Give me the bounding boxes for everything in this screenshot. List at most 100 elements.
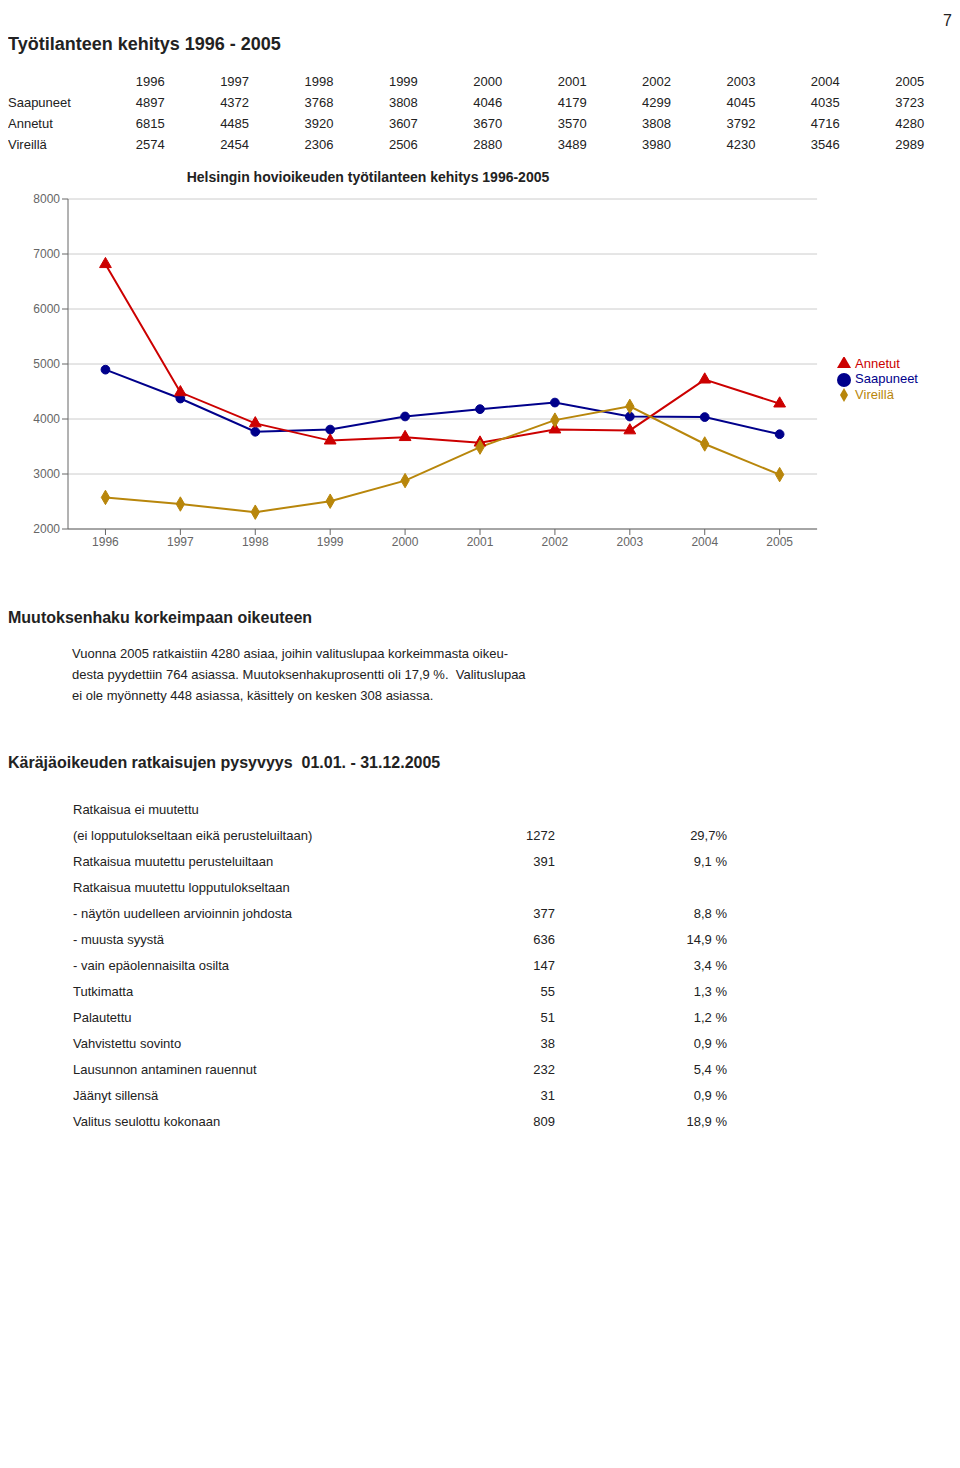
svg-text:2005: 2005: [766, 535, 793, 549]
svg-text:2004: 2004: [691, 535, 718, 549]
html-text:1998: 1998: [304, 74, 334, 89]
svg-text:7000: 7000: [33, 247, 60, 261]
html-text:18,9 %: 18,9 %: [686, 1113, 727, 1129]
html-text:4179: 4179: [557, 95, 587, 110]
html-text:Jäänyt sillensä: Jäänyt sillensä: [73, 1087, 159, 1103]
html-text:Vireillä: Vireillä: [8, 137, 47, 152]
html-text:- näytön uudelleen arvioinnin: - näytön uudelleen arvioinnin johdosta: [73, 905, 292, 921]
html-text:4046: 4046: [473, 95, 503, 110]
html-text:4045: 4045: [726, 95, 756, 110]
html-text:2005: 2005: [895, 74, 925, 89]
html-text:3489: 3489: [557, 137, 587, 152]
html-text:(ei lopputulokseltaan eikä per: (ei lopputulokseltaan eikä perusteluilta…: [73, 827, 313, 843]
html-text:1,3 %: 1,3 %: [693, 983, 727, 999]
html-text:Valitus seulottu kokonaan: Valitus seulottu kokonaan: [73, 1113, 221, 1129]
html-text:2880: 2880: [473, 137, 503, 152]
html-text:1997: 1997: [220, 74, 249, 89]
html-text:2000: 2000: [473, 74, 503, 89]
html-text:2004: 2004: [810, 74, 840, 89]
svg-text:8000: 8000: [33, 192, 60, 206]
html-text:2506: 2506: [388, 137, 418, 152]
svg-text:2000: 2000: [392, 535, 419, 549]
html-text:Käräjäoikeuden ratkaisujen pys: Käräjäoikeuden ratkaisujen pysyvyys 01.0…: [8, 754, 441, 771]
html-text:3808: 3808: [642, 116, 671, 131]
html-text:147: 147: [533, 957, 555, 973]
html-text:Muutoksenhaku korkeimpaan oike: Muutoksenhaku korkeimpaan oikeuteen: [8, 609, 313, 626]
html-text:- vain epäolennaisilta osilta: - vain epäolennaisilta osilta: [73, 957, 230, 973]
html-text:4299: 4299: [642, 95, 671, 110]
html-text:3920: 3920: [304, 116, 334, 131]
html-text:14,9 %: 14,9 %: [686, 931, 727, 947]
html-text:4230: 4230: [726, 137, 756, 152]
html-text:4280: 4280: [895, 116, 925, 131]
html-text:5,4 %: 5,4 %: [693, 1061, 727, 1077]
svg-text:2001: 2001: [467, 535, 494, 549]
svg-text:4000: 4000: [33, 412, 60, 426]
html-text:- muusta syystä: - muusta syystä: [73, 931, 164, 947]
html-text:809: 809: [533, 1113, 555, 1129]
html-text:9,1 %: 9,1 %: [693, 853, 727, 869]
html-text:2574: 2574: [135, 137, 165, 152]
html-text:4035: 4035: [810, 95, 840, 110]
html-text:0,9 %: 0,9 %: [693, 1087, 727, 1103]
html-text:4716: 4716: [810, 116, 840, 131]
html-text:232: 232: [533, 1061, 555, 1077]
html-text:1272: 1272: [526, 827, 555, 843]
html-text:0,9 %: 0,9 %: [693, 1035, 727, 1051]
html-text:4372: 4372: [220, 95, 249, 110]
svg-text:6000: 6000: [33, 302, 60, 316]
html-text:1,2 %: 1,2 %: [693, 1009, 727, 1025]
html-text:2989: 2989: [895, 137, 925, 152]
html-text:Lausunnon antaminen rauennut: Lausunnon antaminen rauennut: [73, 1061, 257, 1077]
html-text:2306: 2306: [304, 137, 334, 152]
html-text:3768: 3768: [304, 95, 334, 110]
html-text:3570: 3570: [557, 116, 587, 131]
html-text:Työtilanteen kehitys 1996 - 20: Työtilanteen kehitys 1996 - 2005: [8, 34, 281, 54]
html-text:Vireillä: Vireillä: [855, 386, 894, 402]
html-text:3723: 3723: [895, 95, 925, 110]
html-text:3980: 3980: [642, 137, 671, 152]
html-text:Ratkaisua muutettu lopputuloks: Ratkaisua muutettu lopputulokseltaan: [73, 879, 290, 895]
html-text:2003: 2003: [726, 74, 756, 89]
html-text:3792: 3792: [726, 116, 756, 131]
html-text:6815: 6815: [135, 116, 165, 131]
html-text:Annetut: Annetut: [8, 116, 53, 131]
svg-text:2003: 2003: [616, 535, 643, 549]
svg-text:1998: 1998: [242, 535, 269, 549]
html-text:2001: 2001: [557, 74, 587, 89]
html-text:Vuonna 2005 ratkaistiin 4280 a: Vuonna 2005 ratkaistiin 4280 asiaa, joih…: [72, 646, 508, 661]
html-text:desta pyydettiin 764 asiassa.: desta pyydettiin 764 asiassa. Muutoksenh…: [72, 667, 526, 682]
html-text:4485: 4485: [220, 116, 249, 131]
html-text:Tutkimatta: Tutkimatta: [73, 983, 134, 999]
html-text:29,7%: 29,7%: [690, 827, 727, 843]
html-text:Saapuneet: Saapuneet: [855, 371, 918, 387]
html-text:3808: 3808: [388, 95, 418, 110]
svg-text:1997: 1997: [167, 535, 194, 549]
html-text:1999: 1999: [388, 74, 418, 89]
html-text:2002: 2002: [642, 74, 671, 89]
html-text:Ratkaisua muutettu perusteluil: Ratkaisua muutettu perusteluiltaan: [73, 853, 274, 869]
svg-text:1996: 1996: [92, 535, 119, 549]
html-text:3546: 3546: [810, 137, 840, 152]
html-text:Palautettu: Palautettu: [73, 1009, 132, 1025]
html-text:Saapuneet: Saapuneet: [8, 95, 71, 110]
html-text:Helsingin hovioikeuden työtila: Helsingin hovioikeuden työtilanteen kehi…: [186, 169, 550, 185]
html-text:3670: 3670: [473, 116, 503, 131]
svg-text:5000: 5000: [33, 357, 60, 371]
svg-text:1999: 1999: [317, 535, 344, 549]
html-text:2454: 2454: [220, 137, 249, 152]
html-text:4897: 4897: [135, 95, 165, 110]
html-text:636: 636: [533, 931, 555, 947]
html-text:377: 377: [533, 905, 555, 921]
svg-text:2002: 2002: [542, 535, 569, 549]
html-text:391: 391: [533, 853, 555, 869]
html-text:3,4 %: 3,4 %: [693, 957, 727, 973]
html-text:3607: 3607: [388, 116, 418, 131]
html-text:8,8 %: 8,8 %: [693, 905, 727, 921]
svg-text:2000: 2000: [33, 522, 60, 536]
html-text:Vahvistettu sovinto: Vahvistettu sovinto: [73, 1035, 182, 1051]
svg-text:3000: 3000: [33, 467, 60, 481]
html-text:Ratkaisua ei muutettu: Ratkaisua ei muutettu: [73, 801, 199, 817]
html-text:1996: 1996: [135, 74, 165, 89]
html-text:Annetut: Annetut: [855, 355, 900, 371]
